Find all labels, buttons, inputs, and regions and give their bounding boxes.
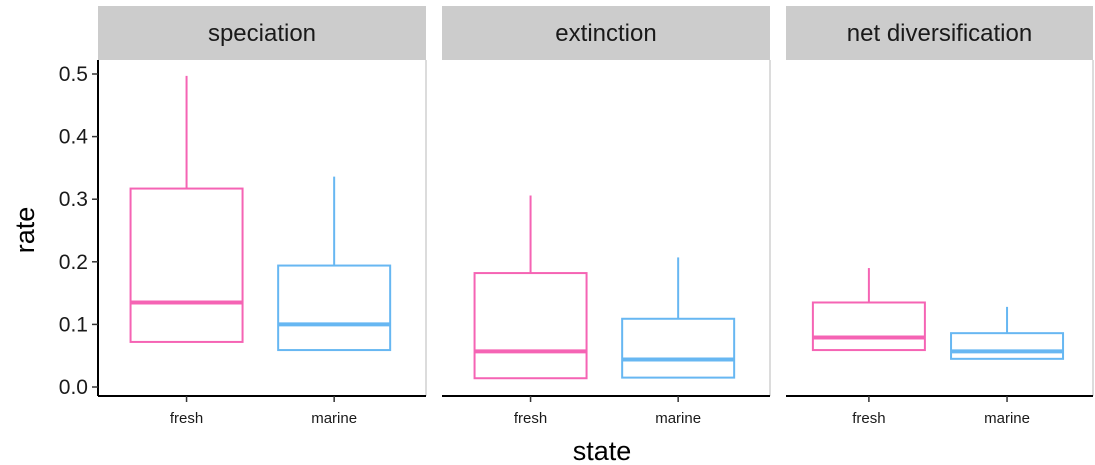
box-marine	[621, 257, 736, 379]
box-fresh	[811, 268, 926, 352]
facet-strip-label: speciation	[208, 20, 316, 47]
x-tick-label: marine	[311, 410, 357, 427]
box-iqr	[129, 187, 244, 343]
facet-strip-label: extinction	[555, 20, 656, 47]
box-iqr	[811, 301, 926, 352]
y-tick-label: 0.1	[59, 313, 88, 336]
facet-strip	[98, 6, 426, 60]
facet-strip-label: net diversification	[847, 20, 1032, 47]
box-marine	[950, 306, 1065, 360]
y-tick-label: 0.3	[59, 188, 88, 211]
y-tick-label: 0.0	[59, 376, 88, 399]
box-marine	[277, 176, 392, 352]
facet-speciation: speciation fresh marine	[98, 6, 427, 427]
x-tick-label: fresh	[514, 410, 547, 427]
y-tick-label: 0.5	[59, 63, 88, 86]
y-tick-label: 0.2	[59, 251, 88, 274]
facet-extinction: extinction fresh marine	[442, 6, 771, 427]
box-iqr	[621, 317, 736, 379]
box-fresh	[473, 195, 588, 380]
x-axis-title: state	[573, 436, 632, 465]
x-tick-label: marine	[984, 410, 1030, 427]
y-tick-label: 0.4	[59, 126, 89, 149]
box-iqr	[277, 264, 392, 352]
box-iqr	[473, 272, 588, 380]
x-tick-label: fresh	[170, 410, 203, 427]
facet-strip	[786, 6, 1093, 60]
facet-net-diversification: net diversification fresh marine	[786, 6, 1094, 427]
box-iqr	[950, 332, 1065, 360]
box-fresh	[129, 75, 244, 343]
x-tick-label: marine	[655, 410, 701, 427]
y-axis: 0.0 0.1 0.2 0.3 0.4 0.5	[59, 60, 99, 399]
y-axis-title: rate	[10, 207, 40, 254]
x-tick-label: fresh	[852, 410, 885, 427]
facet-panels: speciation fresh marine extinction fresh mari…	[98, 6, 1094, 427]
facet-strip	[442, 6, 770, 60]
